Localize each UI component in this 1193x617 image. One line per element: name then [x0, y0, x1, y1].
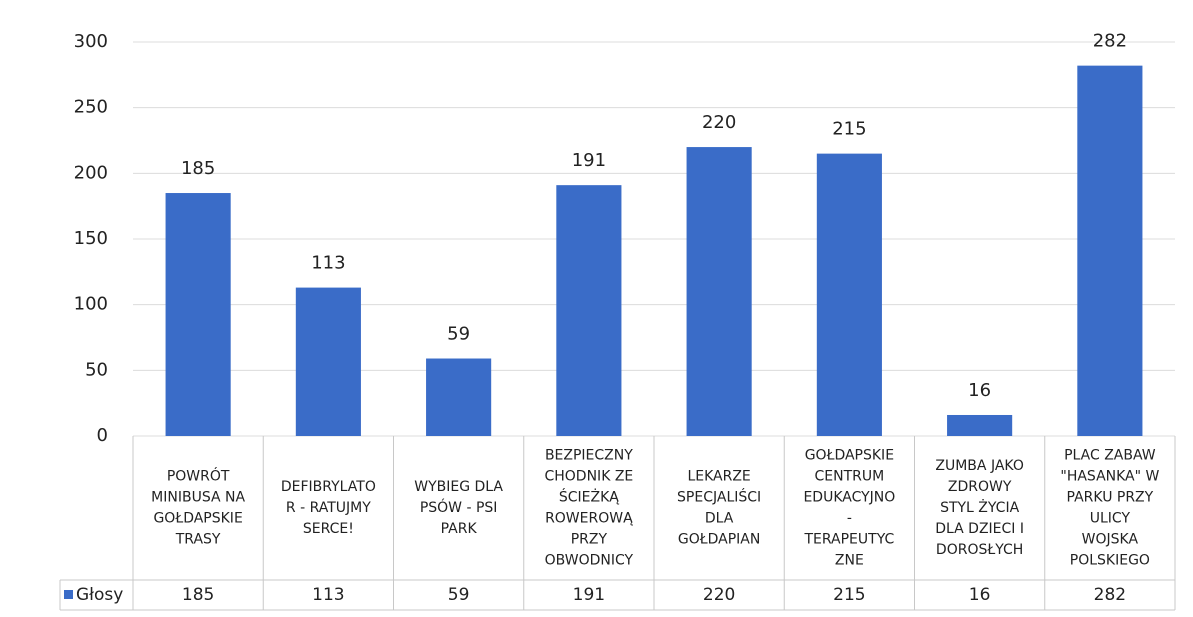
x-tick-label: POWRÓT: [167, 467, 230, 485]
table-value: 215: [833, 585, 865, 605]
x-tick-label: PARKU PRZY: [1067, 490, 1154, 506]
x-tick-label: LEKARZE: [687, 469, 750, 485]
x-tick-label: GOŁDAPSKIE: [153, 511, 242, 527]
table-value: 16: [969, 585, 991, 605]
x-tick-label: CENTRUM: [815, 469, 885, 485]
x-tick-label: DOROSŁYCH: [936, 542, 1023, 558]
x-tick-label: ZDROWY: [948, 479, 1012, 495]
bar: [556, 185, 622, 436]
y-tick-label: 250: [74, 97, 108, 118]
x-tick-label: STYL ŻYCIA: [940, 498, 1020, 516]
x-tick-label: PLAC ZABAW: [1064, 448, 1156, 464]
data-label: 191: [572, 150, 606, 171]
data-label: 59: [447, 324, 470, 345]
x-tick-label: DEFIBRYLATO: [281, 479, 376, 495]
bar: [165, 193, 231, 436]
bar: [1077, 65, 1143, 436]
x-tick-label: ZUMBA JAKO: [935, 458, 1023, 474]
data-label: 113: [311, 253, 345, 274]
x-tick-label: ROWEROWĄ: [545, 511, 633, 527]
data-label: 185: [181, 158, 215, 179]
x-tick-label: WOJSKA: [1082, 532, 1139, 548]
table-value: 113: [312, 585, 344, 605]
data-label: 282: [1093, 31, 1127, 52]
table-value: 191: [573, 585, 605, 605]
legend-label: Głosy: [76, 585, 123, 605]
x-tick-label: PSÓW - PSI: [420, 498, 498, 516]
table-value: 220: [703, 585, 735, 605]
x-tick-label: -: [847, 511, 852, 527]
x-tick-label: WYBIEG DLA: [414, 479, 503, 495]
x-tick-label: OBWODNICY: [545, 553, 634, 569]
x-tick-label: GOŁDAPSKIE: [805, 448, 894, 464]
x-tick-label: PARK: [441, 521, 478, 537]
x-tick-label: "HASANKA" W: [1060, 469, 1159, 485]
data-label: 215: [832, 119, 866, 140]
x-tick-label: DLA: [705, 511, 734, 527]
x-tick-label: R - RATUJMY: [286, 500, 371, 516]
x-tick-label: PRZY: [571, 532, 608, 548]
y-tick-label: 150: [74, 228, 108, 249]
x-tick-label: ZNE: [835, 553, 864, 569]
x-tick-label: TERAPEUTYC: [803, 532, 894, 548]
data-label: 16: [968, 380, 991, 401]
x-tick-label: ULICY: [1090, 511, 1131, 527]
x-tick-label: TRASY: [175, 532, 221, 548]
x-tick-label: ŚCIEŻKĄ: [559, 488, 619, 506]
table-value: 185: [182, 585, 214, 605]
y-tick-label: 0: [97, 425, 108, 446]
bar: [686, 147, 752, 437]
y-tick-label: 50: [85, 359, 108, 380]
y-tick-label: 100: [74, 294, 108, 315]
x-tick-label: MINIBUSA NA: [151, 490, 245, 506]
y-tick-label: 300: [74, 31, 108, 52]
legend-swatch: [64, 590, 73, 599]
bar: [816, 153, 882, 436]
bar: [295, 287, 361, 436]
y-tick-label: 200: [74, 162, 108, 183]
bar: [947, 414, 1013, 436]
x-tick-label: GOŁDAPIAN: [678, 532, 760, 548]
table-value: 282: [1094, 585, 1126, 605]
table-value: 59: [448, 585, 470, 605]
x-tick-label: BEZPIECZNY: [545, 448, 633, 464]
data-label: 220: [702, 112, 736, 133]
bar: [426, 358, 492, 436]
x-tick-label: EDUKACYJNO: [803, 490, 895, 506]
x-tick-label: CHODNIK ZE: [544, 469, 633, 485]
x-tick-label: POLSKIEGO: [1070, 553, 1150, 569]
x-tick-label: DLA DZIECI I: [935, 521, 1024, 537]
x-tick-label: SERCE!: [303, 521, 354, 537]
x-tick-label: SPECJALIŚCI: [677, 488, 761, 506]
